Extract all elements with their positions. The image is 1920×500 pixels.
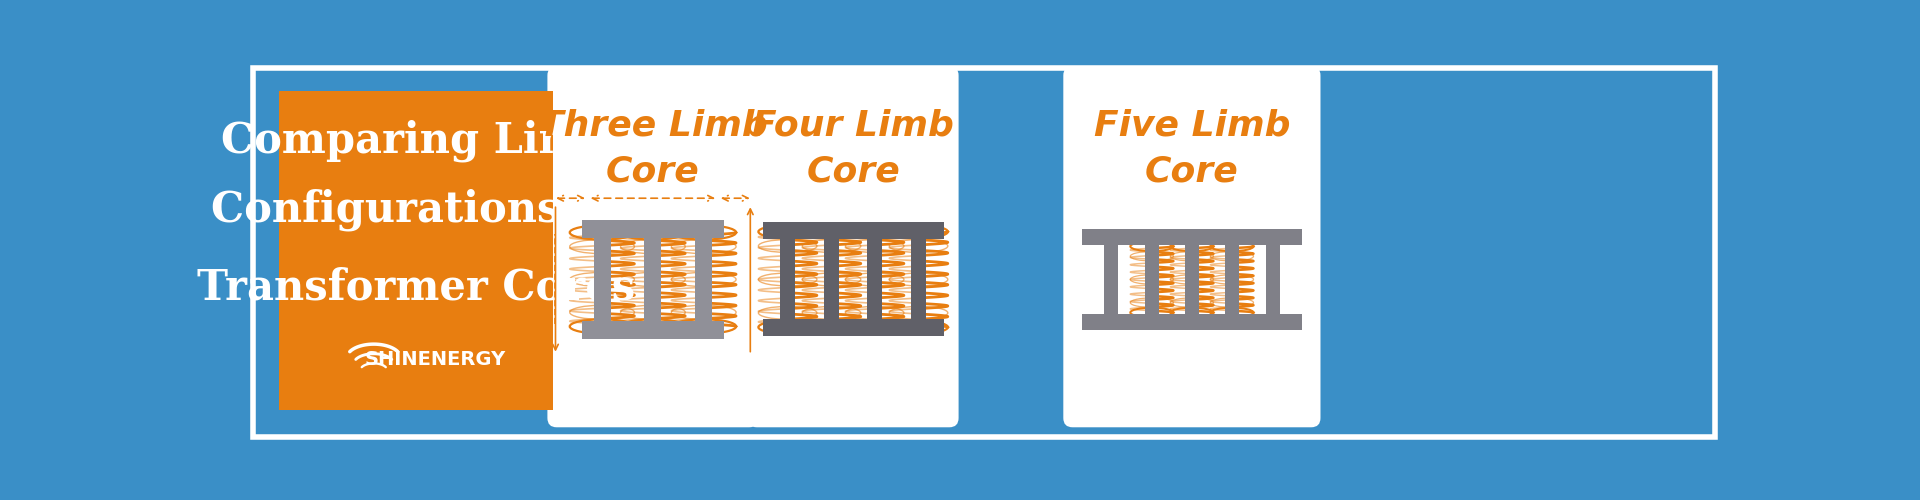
Bar bbox=[1083, 230, 1302, 245]
Bar bbox=[1144, 245, 1160, 314]
Bar bbox=[868, 240, 883, 320]
Text: Core: Core bbox=[806, 154, 900, 188]
Text: Comparing Limb: Comparing Limb bbox=[221, 120, 611, 162]
Bar bbox=[582, 220, 724, 238]
Text: Five Limb: Five Limb bbox=[1094, 108, 1290, 142]
Bar bbox=[582, 320, 724, 339]
FancyBboxPatch shape bbox=[1064, 66, 1321, 428]
Text: Core: Core bbox=[1144, 154, 1238, 188]
Bar bbox=[1083, 314, 1302, 330]
Text: Four Limb: Four Limb bbox=[753, 108, 954, 142]
Bar bbox=[762, 320, 943, 336]
Text: Transformer Cores: Transformer Cores bbox=[198, 266, 636, 308]
Bar bbox=[1104, 245, 1117, 314]
Bar bbox=[280, 91, 553, 410]
Bar bbox=[1225, 245, 1238, 314]
Text: SHINENERGY: SHINENERGY bbox=[365, 350, 507, 369]
Text: Core: Core bbox=[607, 154, 699, 188]
FancyBboxPatch shape bbox=[747, 66, 958, 428]
Bar bbox=[780, 240, 795, 320]
Bar bbox=[910, 240, 925, 320]
Text: Configurations in: Configurations in bbox=[211, 189, 622, 232]
Bar bbox=[1265, 245, 1279, 314]
Bar bbox=[695, 238, 712, 320]
Bar bbox=[645, 238, 660, 320]
Text: Three Limb: Three Limb bbox=[538, 108, 768, 142]
Bar bbox=[762, 222, 943, 240]
FancyBboxPatch shape bbox=[547, 66, 758, 428]
Bar bbox=[824, 240, 839, 320]
Bar bbox=[593, 238, 611, 320]
Bar bbox=[1185, 245, 1198, 314]
